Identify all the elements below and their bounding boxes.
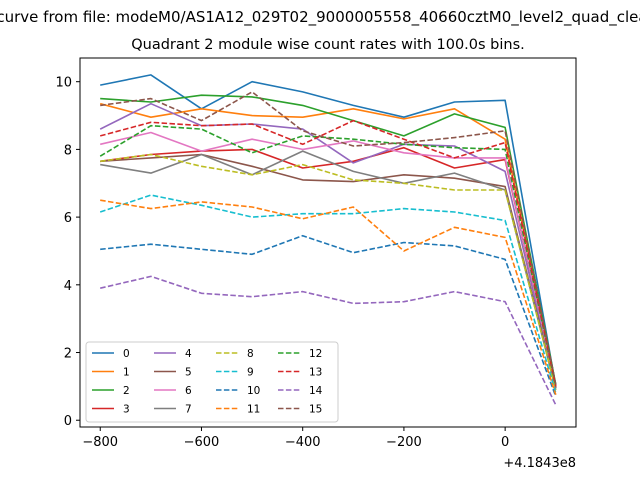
x-offset-label: +4.1843e8: [503, 456, 576, 471]
legend-label-2: 2: [123, 385, 130, 397]
series-line-10: [100, 234, 557, 397]
y-tick-label: 2: [64, 347, 72, 362]
legend-label-9: 9: [247, 367, 254, 379]
legend-label-10: 10: [247, 385, 260, 397]
legend-label-12: 12: [309, 348, 322, 360]
legend-label-5: 5: [185, 367, 192, 379]
legend-box: [85, 341, 339, 423]
series-line-13: [99, 119, 557, 387]
y-tick-label: 4: [64, 279, 72, 294]
series-layer: [99, 74, 557, 406]
x-tick-label: −200: [386, 435, 422, 450]
series-line-0: [100, 74, 557, 387]
x-tick-label: −400: [285, 435, 321, 450]
series-line-6: [100, 131, 557, 387]
y-tick-label: 10: [55, 76, 72, 91]
series-line-14: [100, 275, 557, 406]
x-tick-label: −600: [184, 435, 220, 450]
x-tick-label: −800: [82, 435, 118, 450]
legend-label-14: 14: [309, 385, 323, 397]
chart-title: Quadrant 2 module wise count rates with …: [131, 37, 525, 53]
axes-frame: [79, 57, 577, 428]
chart-suptitle: Light curve from file: modeM0/AS1A12_029…: [0, 8, 640, 27]
legend-label-6: 6: [185, 385, 192, 397]
legend-label-8: 8: [247, 348, 254, 360]
legend-label-15: 15: [309, 404, 322, 416]
legend-label-1: 1: [123, 367, 130, 379]
y-tick-label: 6: [64, 211, 72, 226]
series-line-12: [99, 124, 557, 387]
legend-label-11: 11: [247, 404, 260, 416]
series-line-7: [100, 150, 557, 390]
series-line-11: [100, 199, 557, 396]
legend-label-13: 13: [309, 367, 322, 379]
series-line-2: [100, 94, 557, 385]
legend-label-7: 7: [185, 404, 192, 416]
legend-label-4: 4: [185, 348, 192, 360]
y-tick-label: 0: [64, 414, 72, 429]
series-line-3: [100, 146, 557, 387]
legend-label-0: 0: [123, 348, 130, 360]
series-line-15: [100, 91, 557, 385]
legend-label-3: 3: [123, 404, 130, 416]
x-tick-label: 0: [501, 435, 509, 450]
series-line-8: [100, 153, 557, 390]
series-line-5: [100, 153, 557, 389]
y-tick-label: 8: [64, 143, 72, 158]
